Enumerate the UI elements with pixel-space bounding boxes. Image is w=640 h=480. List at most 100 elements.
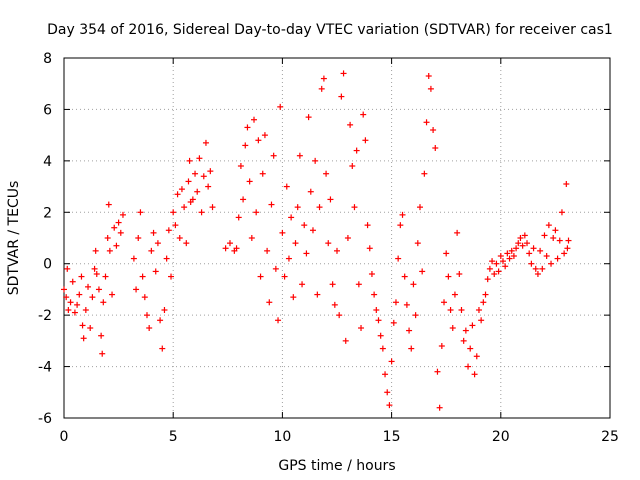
- data-point: [408, 345, 415, 352]
- data-point: [334, 247, 340, 254]
- data-point: [172, 222, 179, 229]
- data-point: [368, 271, 375, 277]
- data-point: [462, 327, 469, 334]
- data-point: [105, 201, 112, 208]
- y-tick-label: 8: [43, 51, 52, 67]
- data-point: [63, 294, 70, 301]
- data-point: [473, 353, 480, 360]
- data-point: [61, 286, 67, 293]
- data-point: [495, 268, 502, 275]
- y-tick-label: -2: [38, 308, 52, 324]
- data-point: [255, 137, 262, 144]
- data-point: [384, 389, 391, 396]
- data-point: [532, 265, 539, 272]
- data-point: [290, 294, 297, 301]
- data-point: [406, 327, 413, 334]
- data-point: [543, 253, 550, 259]
- data-point: [465, 363, 472, 370]
- data-point: [537, 247, 544, 254]
- data-point: [430, 127, 437, 133]
- data-point: [87, 325, 94, 331]
- data-point: [159, 345, 166, 352]
- data-point: [379, 345, 386, 352]
- data-point: [416, 204, 423, 211]
- data-point: [554, 255, 561, 262]
- data-point: [281, 273, 288, 280]
- data-point: [266, 299, 273, 306]
- data-point: [397, 222, 404, 229]
- data-point: [388, 358, 395, 365]
- data-point: [550, 235, 557, 241]
- data-point: [251, 116, 258, 123]
- data-point: [91, 265, 98, 272]
- data-point: [564, 245, 571, 252]
- data-point: [130, 255, 137, 262]
- data-point: [186, 157, 193, 164]
- data-point: [64, 265, 71, 272]
- x-tick-label: 5: [169, 429, 178, 445]
- data-point: [475, 307, 482, 313]
- data-point: [443, 250, 450, 257]
- data-point: [170, 209, 177, 216]
- data-point: [447, 307, 454, 313]
- data-point: [98, 332, 105, 339]
- data-point: [148, 247, 155, 254]
- y-tick-label: 6: [43, 102, 52, 118]
- data-point: [340, 70, 347, 77]
- data-point: [454, 229, 461, 236]
- data-point: [414, 240, 421, 247]
- data-point: [102, 273, 109, 280]
- data-point: [139, 273, 146, 280]
- data-point: [377, 332, 384, 339]
- data-point: [294, 204, 301, 211]
- data-point: [312, 157, 319, 164]
- y-tick-label: -6: [38, 411, 52, 427]
- data-point: [111, 224, 118, 231]
- data-point: [143, 312, 150, 319]
- data-point: [323, 170, 330, 177]
- data-point: [226, 240, 233, 247]
- data-point: [395, 255, 402, 262]
- data-point: [309, 227, 316, 234]
- data-point: [517, 235, 524, 241]
- data-point: [152, 268, 159, 275]
- y-tick-label: 0: [43, 257, 52, 273]
- data-point: [338, 93, 345, 100]
- data-point: [502, 263, 509, 270]
- data-point: [176, 235, 183, 241]
- data-point: [558, 209, 565, 216]
- data-point: [163, 255, 170, 262]
- data-point: [157, 317, 164, 324]
- data-point: [526, 250, 533, 257]
- data-point: [275, 317, 282, 324]
- data-point: [92, 247, 99, 254]
- data-point: [119, 211, 126, 218]
- data-point: [441, 299, 448, 306]
- data-point: [246, 178, 253, 185]
- data-point: [137, 209, 144, 216]
- data-point: [150, 229, 157, 236]
- data-point: [135, 235, 142, 241]
- data-point: [386, 402, 393, 409]
- data-point: [451, 291, 458, 298]
- data-point: [401, 273, 408, 280]
- data-point: [427, 85, 434, 92]
- data-point: [432, 145, 439, 151]
- data-point: [480, 299, 487, 306]
- data-point: [353, 147, 360, 154]
- data-point: [508, 247, 515, 254]
- data-point: [104, 235, 111, 241]
- data-point: [67, 299, 74, 306]
- data-point: [327, 196, 334, 203]
- data-point: [349, 163, 356, 169]
- data-point: [513, 245, 520, 252]
- data-point: [133, 286, 140, 293]
- data-point: [192, 170, 199, 177]
- data-point: [478, 317, 485, 324]
- data-point: [69, 278, 76, 285]
- data-point: [445, 273, 452, 280]
- data-point: [303, 250, 310, 257]
- data-point: [174, 191, 181, 198]
- data-point: [65, 307, 72, 313]
